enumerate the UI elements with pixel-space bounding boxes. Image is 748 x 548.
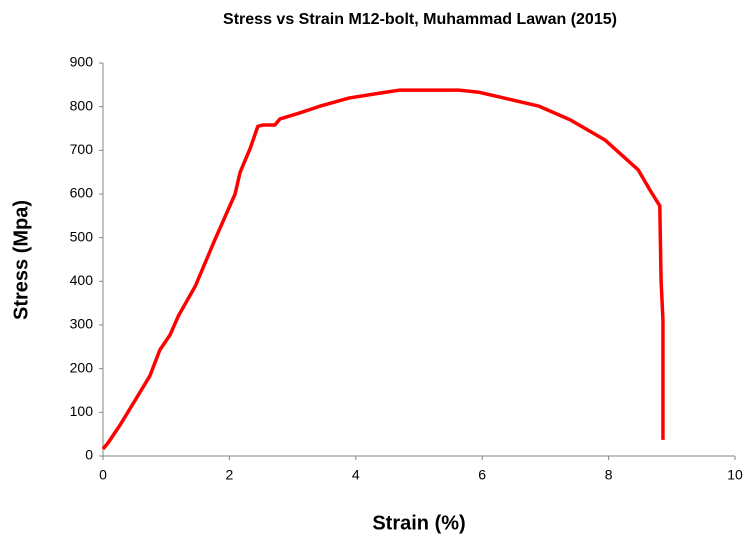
x-tick-label: 0 — [99, 467, 107, 483]
x-axis-title: Strain (%) — [372, 512, 465, 534]
y-tick-label: 300 — [70, 316, 94, 332]
x-tick-label: 8 — [605, 467, 613, 483]
line-series — [101, 88, 665, 451]
y-axis-title: Stress (Mpa) — [10, 200, 32, 320]
y-tick-label: 700 — [70, 141, 94, 157]
chart-title: Stress vs Strain M12-bolt, Muhammad Lawa… — [223, 11, 617, 28]
y-tick-label: 600 — [70, 185, 94, 201]
y-tick-label: 500 — [70, 228, 94, 244]
x-tick-label: 6 — [478, 467, 486, 483]
x-tick-label: 10 — [727, 467, 743, 483]
x-tick-label: 4 — [352, 467, 360, 483]
y-tick-label: 200 — [70, 359, 94, 375]
y-tick-label: 400 — [70, 272, 94, 288]
x-tick-label: 2 — [226, 467, 234, 483]
y-tick-label: 900 — [70, 54, 94, 70]
y-tick-label: 800 — [70, 97, 94, 113]
y-tick-label: 100 — [70, 403, 94, 419]
y-tick-label: 0 — [85, 447, 93, 463]
